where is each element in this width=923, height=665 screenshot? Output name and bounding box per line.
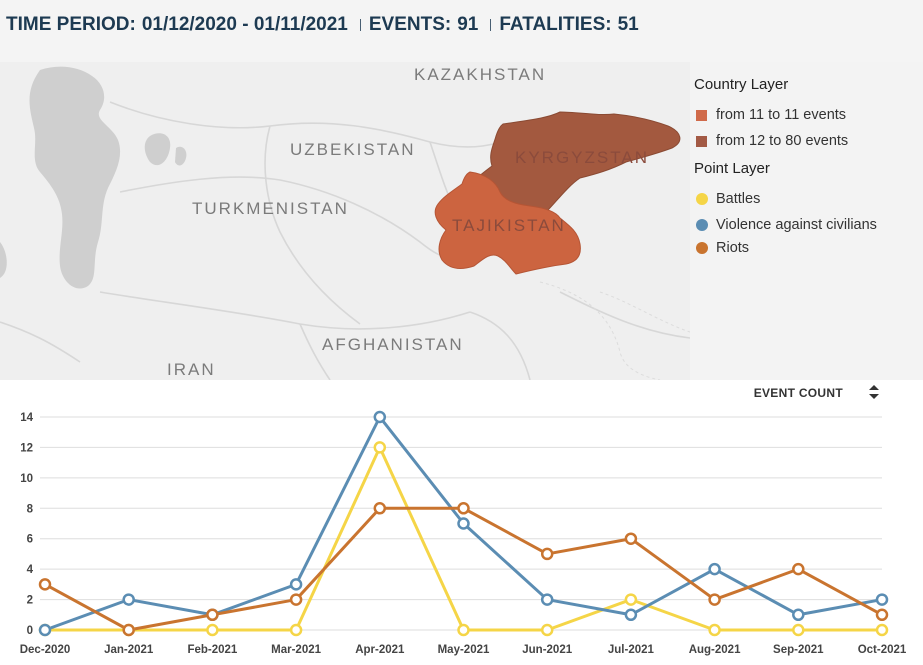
aral-sea: [144, 133, 171, 166]
legend-item-violence[interactable]: Violence against civilians: [696, 217, 877, 233]
legend-item-country-low[interactable]: from 11 to 11 events: [696, 107, 846, 123]
kyrgyzstan-shape: [467, 111, 681, 212]
map-label-iran: IRAN: [167, 360, 216, 379]
legend-dot: [696, 242, 708, 254]
legend-dot: [696, 193, 708, 205]
x-tick-label: Jul-2021: [608, 644, 655, 656]
data-point: [122, 593, 135, 606]
legend-item-battles[interactable]: Battles: [696, 191, 760, 207]
map-label-tajikistan: TAJIKISTAN: [452, 216, 566, 235]
data-point: [792, 562, 805, 576]
x-tick-label: May-2021: [438, 644, 490, 656]
data-point: [540, 593, 554, 606]
data-point: [457, 623, 470, 637]
data-point: [624, 608, 638, 622]
line-chart: 0 2 4 6 8 10 12 14 Dec-2020 Jan-2021 Feb-2021 Mar-2…: [20, 410, 907, 656]
y-tick-label: 2: [27, 595, 33, 607]
sort-updown-icon[interactable]: [869, 385, 879, 399]
divider: [359, 19, 361, 31]
legend-item-riots[interactable]: Riots: [696, 240, 749, 256]
x-tick-label: Jun-2021: [522, 644, 572, 656]
map-canvas: [0, 66, 691, 380]
legend-label: Riots: [716, 240, 750, 256]
tajikistan-shape: [434, 171, 581, 275]
x-tick-label: Sep-2021: [773, 644, 824, 656]
x-tick-label: Dec-2020: [20, 644, 71, 656]
x-tick-label: Feb-2021: [187, 644, 237, 656]
x-tick-label: Oct-2021: [858, 644, 907, 656]
y-tick-label: 0: [27, 625, 33, 637]
data-point: [875, 623, 889, 637]
legend-item-country-high[interactable]: from 12 to 80 events: [696, 133, 848, 149]
divider: [490, 19, 492, 31]
y-tick-label: 14: [20, 412, 33, 424]
data-point: [875, 593, 889, 606]
x-tick-label: Jan-2021: [104, 644, 154, 656]
data-point: [708, 623, 721, 637]
map-label-afghanistan: AFGHANISTAN: [322, 335, 464, 354]
chart-panel: EVENT COUNT 0 2 4 6 8 10 12 14 Dec-2020 Jan-2021 F…: [0, 380, 923, 665]
map-label-turkmenistan: TURKMENISTAN: [192, 199, 349, 218]
data-point: [708, 562, 721, 576]
x-tick-label: Apr-2021: [355, 644, 405, 656]
data-point: [373, 502, 387, 515]
data-point: [206, 608, 219, 622]
data-point: [792, 623, 805, 637]
data-point: [540, 623, 554, 637]
y-tick-label: 8: [27, 503, 34, 515]
country-layer-title: Country Layer: [694, 76, 789, 93]
data-point: [373, 410, 387, 424]
legend-dot: [696, 219, 708, 231]
data-point: [373, 441, 387, 454]
metric-selector-label[interactable]: EVENT COUNT: [753, 386, 843, 400]
data-point: [457, 517, 470, 530]
map-legend: Country Layer from 11 to 11 events from …: [690, 62, 923, 380]
legend-label: Violence against civilians: [716, 217, 877, 233]
legend-label: from 11 to 11 events: [716, 107, 847, 123]
data-point: [457, 502, 470, 515]
data-point: [122, 623, 135, 637]
legend-label: from 12 to 80 events: [716, 133, 849, 149]
map-label-uzbekistan: UZBEKISTAN: [290, 140, 416, 159]
data-point: [38, 578, 52, 591]
events-value: 91: [457, 14, 479, 35]
data-point: [289, 593, 303, 606]
legend-swatch: [696, 109, 707, 121]
data-point: [540, 547, 554, 561]
data-point: [624, 532, 638, 545]
data-point: [289, 578, 303, 591]
caspian-sea: [29, 66, 121, 289]
map-label-kazakhstan: KAZAKHSTAN: [414, 65, 547, 84]
point-layer-title: Point Layer: [694, 160, 770, 177]
y-tick-label: 12: [20, 442, 33, 454]
x-tick-label: Aug-2021: [689, 644, 741, 656]
data-point: [708, 593, 721, 606]
summary-header: TIME PERIOD: 01/12/2020 - 01/11/2021 EVE…: [0, 0, 923, 63]
x-tick-label: Mar-2021: [271, 644, 321, 656]
data-point: [624, 593, 638, 606]
y-tick-label: 6: [27, 534, 33, 546]
time-period-value: 01/12/2020 - 01/11/2021: [141, 14, 348, 35]
fatalities-value: 51: [617, 14, 639, 35]
events-label: EVENTS:: [368, 14, 452, 35]
time-period-label: TIME PERIOD:: [6, 14, 136, 35]
y-tick-label: 10: [20, 473, 33, 485]
y-tick-label: 4: [27, 564, 34, 576]
data-point: [792, 608, 805, 622]
legend-label: Battles: [716, 191, 761, 207]
fatalities-label: FATALITIES:: [499, 14, 612, 35]
data-point: [289, 623, 303, 637]
legend-swatch: [696, 135, 707, 147]
summary-row: TIME PERIOD: 01/12/2020 - 01/11/2021 EVE…: [6, 14, 639, 36]
map-label-kyrgyzstan: KYRGYZSTAN: [515, 148, 649, 167]
data-point: [206, 623, 219, 637]
data-point: [875, 608, 889, 622]
data-point: [38, 623, 52, 637]
